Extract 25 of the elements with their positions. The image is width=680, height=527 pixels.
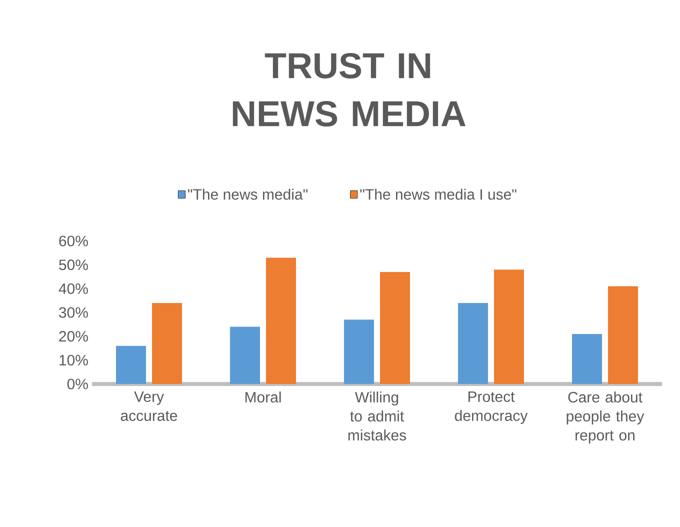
x-tick-label: Moral	[245, 392, 281, 403]
bar	[494, 270, 524, 384]
y-tick-label: 0%	[67, 378, 88, 390]
y-tick-label: 30%	[59, 307, 88, 318]
y-tick-label: 40%	[58, 283, 88, 294]
chart-title: TRUST IN NEWS MEDIA	[232, 53, 466, 127]
bar	[152, 302, 182, 384]
bar	[344, 320, 374, 384]
y-tick-label: 60%	[59, 236, 88, 246]
bar	[266, 258, 296, 384]
x-tick-label: Protect democracy	[454, 392, 528, 424]
bar	[608, 286, 638, 384]
x-tick-label: Willing to admit mistakes	[348, 392, 406, 441]
legend-label: "The news media"	[188, 188, 308, 200]
x-tick-label: Very accurate	[120, 392, 178, 421]
x-tick-label: Care about people they report on	[566, 392, 644, 444]
bar	[230, 326, 260, 384]
legend-label: "The news media I use"	[360, 188, 516, 200]
y-tick-label: 10%	[60, 354, 88, 366]
bar	[116, 346, 146, 384]
y-tick-label: 20%	[59, 331, 88, 342]
bar	[572, 334, 602, 384]
bar	[458, 302, 488, 384]
bar	[380, 272, 410, 384]
y-tick-label: 50%	[59, 260, 88, 270]
